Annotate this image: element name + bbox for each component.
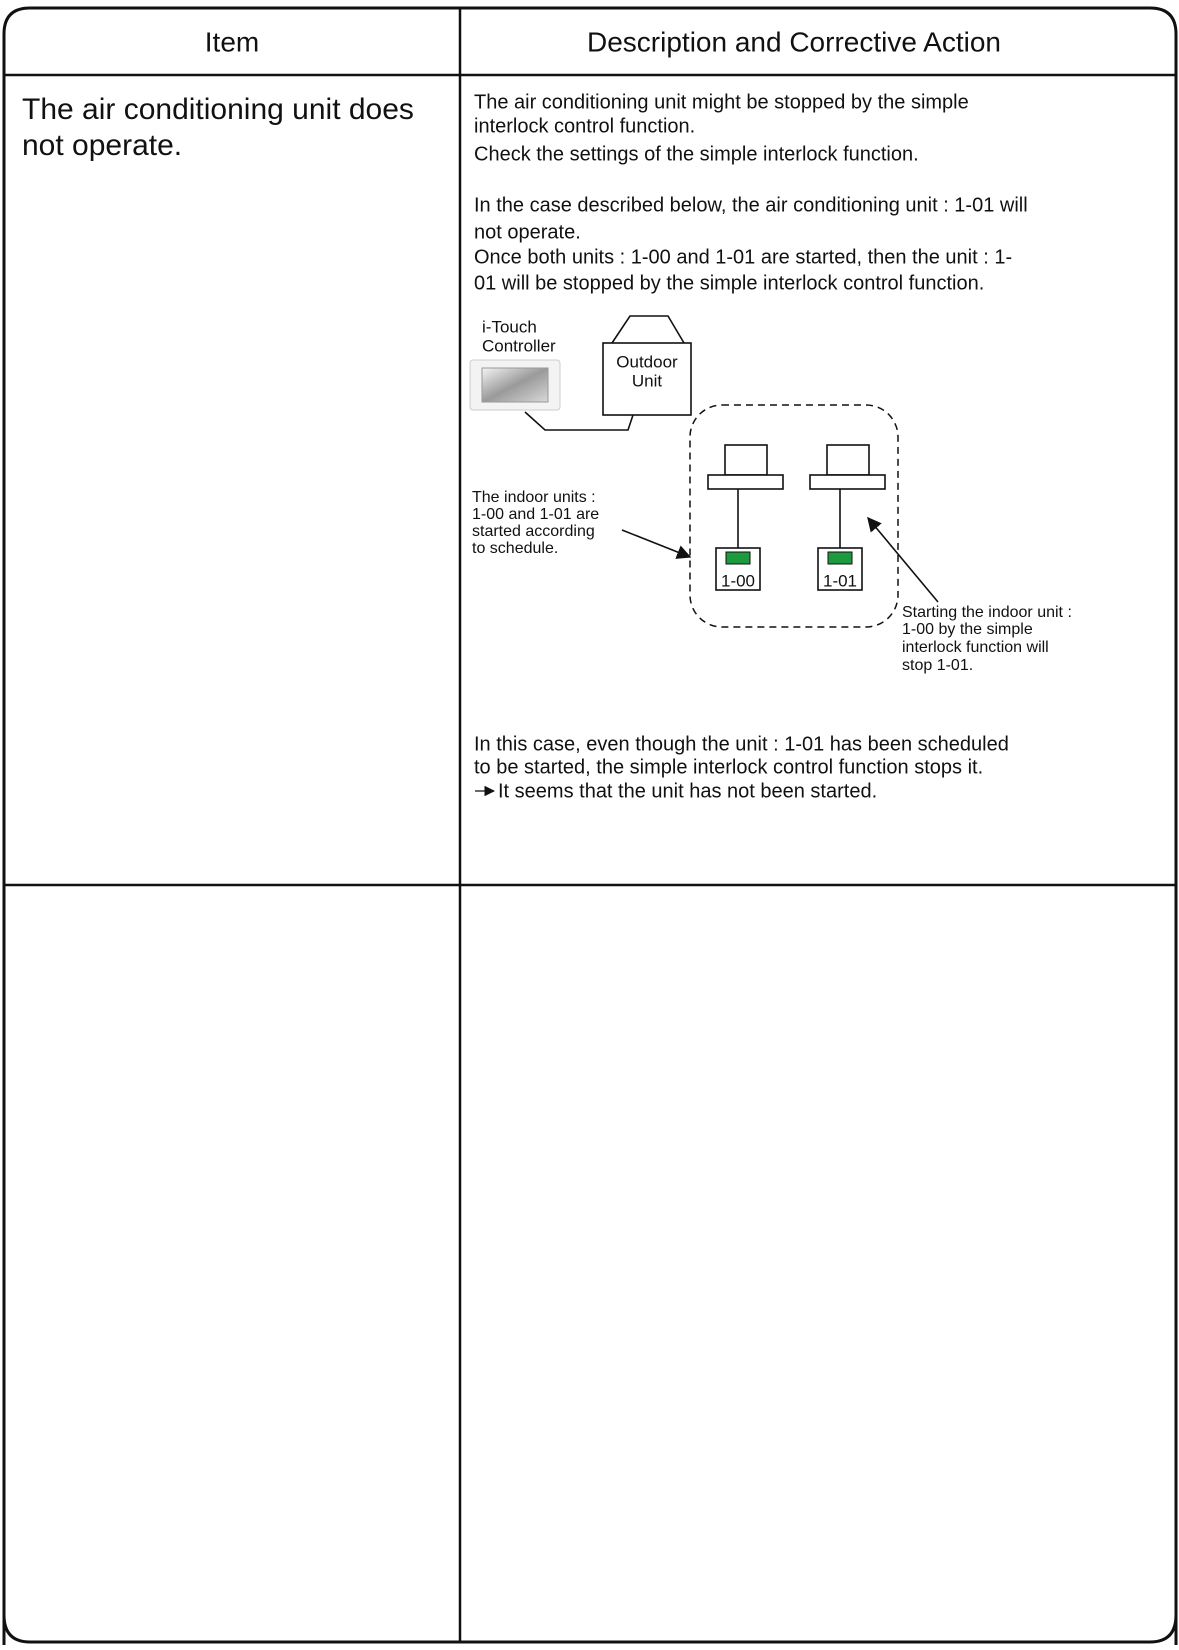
conclusion-line: In this case, even though the unit : 1-0… bbox=[474, 733, 1009, 755]
description-line: 01 will be stopped by the simple interlo… bbox=[474, 272, 984, 294]
left-note: to schedule. bbox=[472, 540, 558, 557]
header-description: Description and Corrective Action bbox=[587, 26, 1001, 57]
description-line: not operate. bbox=[474, 221, 581, 243]
right-note: stop 1-01. bbox=[902, 657, 973, 674]
left-note: 1-00 and 1-01 are bbox=[472, 506, 599, 523]
description-line: Check the settings of the simple interlo… bbox=[474, 143, 919, 165]
description-line: interlock control function. bbox=[474, 115, 695, 137]
indoor-unit-panel bbox=[809, 474, 886, 490]
conclusion-line: It seems that the unit has not been star… bbox=[498, 780, 877, 802]
conclusion-line: to be started, the simple interlock cont… bbox=[474, 756, 983, 778]
indoor-unit bbox=[826, 444, 870, 476]
controller-label: i-Touch bbox=[482, 317, 537, 336]
connection-line bbox=[524, 411, 634, 431]
item-text: not operate. bbox=[22, 129, 182, 162]
description-line: The air conditioning unit might be stopp… bbox=[474, 91, 969, 113]
item-text: The air conditioning unit does bbox=[22, 93, 414, 126]
diagram: i-Touch Controller Outdoor Unit 1-00 1-0… bbox=[469, 315, 1072, 674]
indoor-unit-label: 1-01 bbox=[823, 571, 857, 590]
remote bbox=[817, 547, 863, 591]
right-note: Starting the indoor unit : bbox=[902, 604, 1072, 621]
remote-display bbox=[827, 551, 853, 565]
outdoor-unit bbox=[602, 342, 692, 416]
description-line: Once both units : 1-00 and 1-01 are star… bbox=[474, 246, 1012, 268]
outdoor-top bbox=[611, 315, 685, 344]
controller-label: Controller bbox=[482, 336, 556, 355]
right-note: 1-00 by the simple bbox=[902, 621, 1033, 638]
remote-display bbox=[725, 551, 751, 565]
table-bottom bbox=[2, 1614, 1178, 1644]
right-arrow bbox=[867, 516, 939, 603]
description-line: In the case described below, the air con… bbox=[474, 194, 1028, 216]
left-arrow bbox=[621, 529, 692, 559]
indoor-unit-label: 1-00 bbox=[721, 571, 755, 590]
indoor-unit bbox=[724, 444, 768, 476]
controller-screen bbox=[481, 367, 549, 403]
indoor-unit-panel bbox=[707, 474, 784, 490]
table-border bbox=[2, 6, 1178, 1645]
left-note: started according bbox=[472, 523, 595, 540]
left-note: The indoor units : bbox=[472, 489, 596, 506]
right-note: interlock function will bbox=[902, 639, 1049, 656]
outdoor-label: Unit bbox=[632, 371, 663, 390]
indoor-group bbox=[689, 404, 899, 628]
header-item: Item bbox=[205, 26, 259, 57]
outdoor-label: Outdoor bbox=[616, 352, 678, 371]
